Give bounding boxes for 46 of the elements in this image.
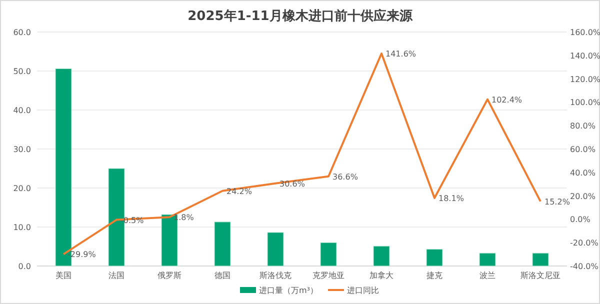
y-tick-label: 40.0 <box>13 106 31 115</box>
bar <box>267 232 284 266</box>
y-tick-label: 60.0 <box>13 28 31 37</box>
bar <box>532 252 549 266</box>
legend-label: 进口量（万m³） <box>259 286 318 295</box>
x-tick-label: 斯洛文尼亚 <box>520 271 560 280</box>
data-label: 24.2% <box>226 186 252 196</box>
bar <box>426 248 443 266</box>
bar <box>320 242 337 266</box>
data-label: 18.1% <box>438 194 464 204</box>
x-tick-label: 法国 <box>108 271 124 280</box>
legend-label: 进口同比 <box>347 286 379 295</box>
x-tick-label: 斯洛伐克 <box>260 271 292 280</box>
x-tick-label: 俄罗斯 <box>158 271 182 280</box>
y2-tick-label: 160.0% <box>570 28 600 37</box>
y2-tick-label: 140.0% <box>570 51 600 60</box>
y2-tick-label: 20.0% <box>570 192 596 201</box>
bar <box>479 252 496 266</box>
chart-title: 2025年1-11月橡木进口前十供应来源 <box>188 8 414 24</box>
bar <box>214 222 231 266</box>
y2-tick-label: 0.0% <box>570 215 591 224</box>
data-label: 15.2% <box>544 197 570 206</box>
y2-tick-label: 40.0% <box>570 168 596 178</box>
x-tick-label: 美国 <box>56 271 72 280</box>
x-tick-label: 捷克 <box>426 271 442 280</box>
data-label: 141.6% <box>386 50 416 59</box>
y2-tick-label: -40.0% <box>570 262 599 271</box>
y-tick-label: 10.0 <box>13 223 31 232</box>
x-tick-label: 克罗地亚 <box>312 271 344 280</box>
data-label: 36.6% <box>332 172 358 182</box>
y-tick-label: 50.0 <box>13 67 31 76</box>
data-label: 30.6% <box>280 179 306 188</box>
x-tick-label: 波兰 <box>480 271 496 280</box>
y-tick-label: 20.0 <box>13 184 31 193</box>
y2-tick-label: 100.0% <box>570 98 600 108</box>
y2-tick-label: 60.0% <box>570 145 596 154</box>
y-tick-label: 0.0 <box>18 262 31 271</box>
line-series <box>62 52 542 256</box>
data-label: 102.4% <box>492 95 522 104</box>
y2-tick-label: 120.0% <box>570 74 600 84</box>
y-tick-label: 30.0 <box>13 145 31 154</box>
y2-tick-label: 80.0% <box>570 122 596 131</box>
bar <box>373 246 390 266</box>
x-tick-label: 德国 <box>214 271 230 280</box>
x-tick-label: 加拿大 <box>370 271 394 280</box>
y2-tick-label: -20.0% <box>570 238 599 248</box>
